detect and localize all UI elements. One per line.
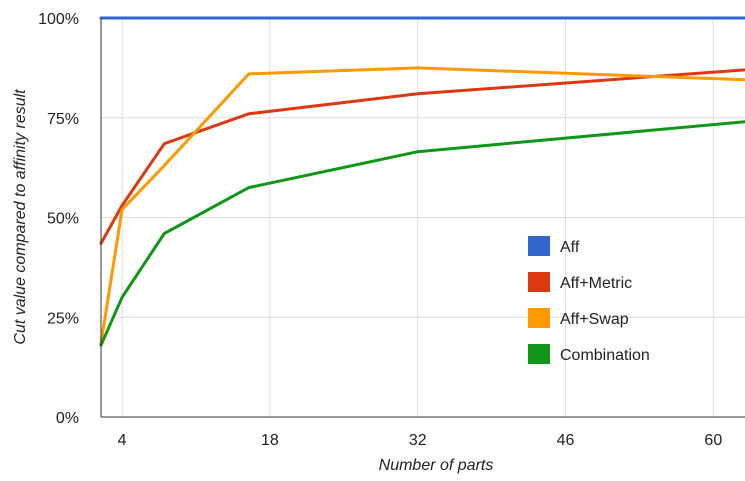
x-tick-label: 4 (118, 432, 127, 449)
y-tick-label: 75% (47, 111, 79, 128)
y-tick-label: 50% (47, 211, 79, 228)
y-tick-label: 0% (56, 410, 79, 427)
x-tick-label: 46 (557, 432, 575, 449)
legend-swatch-aff-swap (528, 308, 550, 328)
series-line-aff-metric (99, 68, 745, 245)
legend-label-aff: Aff (560, 239, 580, 256)
y-tick-label: 25% (47, 310, 79, 327)
legend-label-combination: Combination (560, 347, 650, 364)
legend-swatch-aff-metric (528, 272, 550, 292)
series-line-aff-swap (99, 66, 745, 345)
y-tick-label: 100% (38, 11, 79, 28)
x-tick-labels: 4 18 32 46 60 (118, 432, 723, 449)
legend: Aff Aff+Metric Aff+Swap Combination (528, 236, 650, 364)
legend-swatch-aff (528, 236, 550, 256)
series-line-combination (99, 120, 745, 347)
legend-label-aff-metric: Aff+Metric (560, 275, 632, 292)
y-axis-title: Cut value compared to affinity result (12, 89, 29, 345)
x-tick-label: 60 (704, 432, 722, 449)
legend-swatch-combination (528, 344, 550, 364)
x-tick-label: 32 (409, 432, 427, 449)
x-tick-label: 18 (261, 432, 279, 449)
series-lines (99, 16, 745, 347)
legend-label-aff-swap: Aff+Swap (560, 311, 629, 328)
y-tick-labels: 0% 25% 50% 75% 100% (38, 11, 79, 427)
x-axis-title: Number of parts (379, 457, 494, 474)
axes (100, 18, 745, 418)
